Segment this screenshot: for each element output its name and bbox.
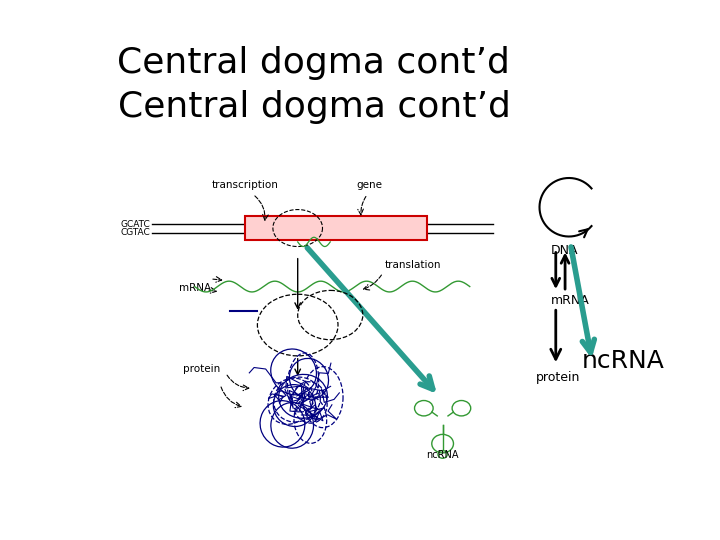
Text: transcription: transcription [212, 180, 279, 190]
Text: GCATC: GCATC [121, 220, 150, 229]
Text: ncRNA: ncRNA [582, 349, 665, 373]
Text: gene: gene [356, 180, 382, 190]
Text: mRNA: mRNA [179, 283, 211, 293]
Text: Central dogma cont’d: Central dogma cont’d [118, 90, 511, 124]
Text: DNA: DNA [551, 244, 579, 257]
Bar [245, 217, 427, 240]
Text: mRNA: mRNA [551, 294, 590, 307]
Text: Central dogma cont’d: Central dogma cont’d [117, 46, 510, 80]
Text: protein: protein [536, 372, 580, 384]
Text: ncRNA: ncRNA [426, 450, 459, 460]
Text: protein: protein [183, 364, 220, 374]
Text: CGTAC: CGTAC [121, 228, 150, 237]
Text: translation: translation [384, 260, 441, 271]
